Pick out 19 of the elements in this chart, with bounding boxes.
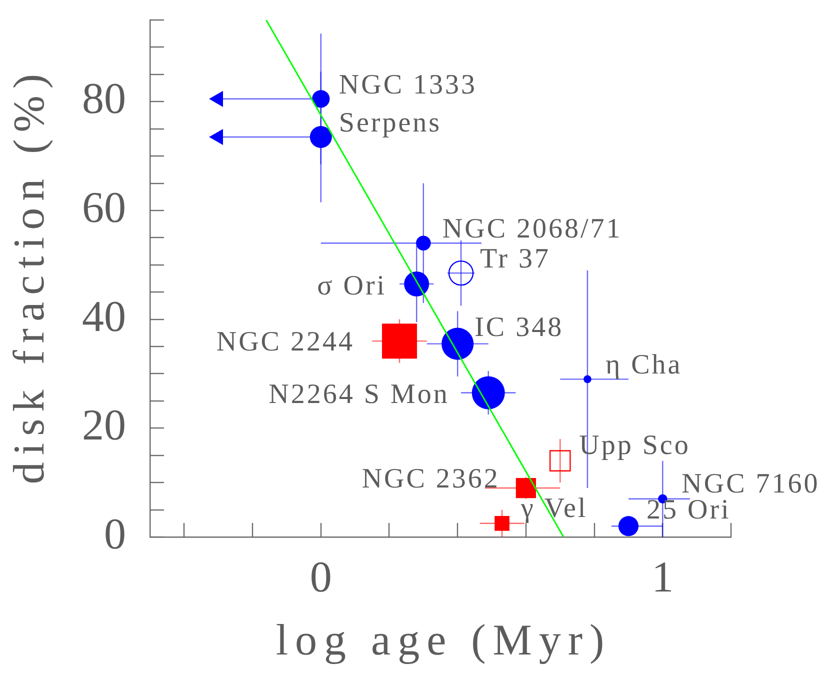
- y-tick-label: 0: [104, 510, 126, 559]
- series-label: NGC 7160: [682, 468, 820, 500]
- series-label: NGC 2068/71: [442, 213, 622, 244]
- series-label: Serpens: [338, 107, 442, 138]
- series-label: IC 348: [474, 312, 564, 344]
- y-axis-title: disk fraction (%): [4, 66, 54, 484]
- y-tick-label: 40: [82, 292, 126, 341]
- series-label: NGC 2362: [362, 463, 500, 494]
- y-tick-label: 20: [82, 400, 126, 450]
- y-tick-label: 60: [82, 183, 126, 232]
- x-axis-title: log age (Myr): [276, 616, 612, 665]
- series-label: Tr 37: [480, 243, 550, 274]
- series-label: N2264 S Mon: [268, 379, 450, 410]
- y-tick-label: 80: [82, 74, 126, 124]
- series-label: NGC 1333: [338, 69, 478, 100]
- series-label: σ Ori: [317, 270, 387, 302]
- series-label: NGC 2244: [216, 326, 354, 358]
- series-label: η Cha: [605, 350, 682, 381]
- x-tick-label: 1: [652, 552, 674, 602]
